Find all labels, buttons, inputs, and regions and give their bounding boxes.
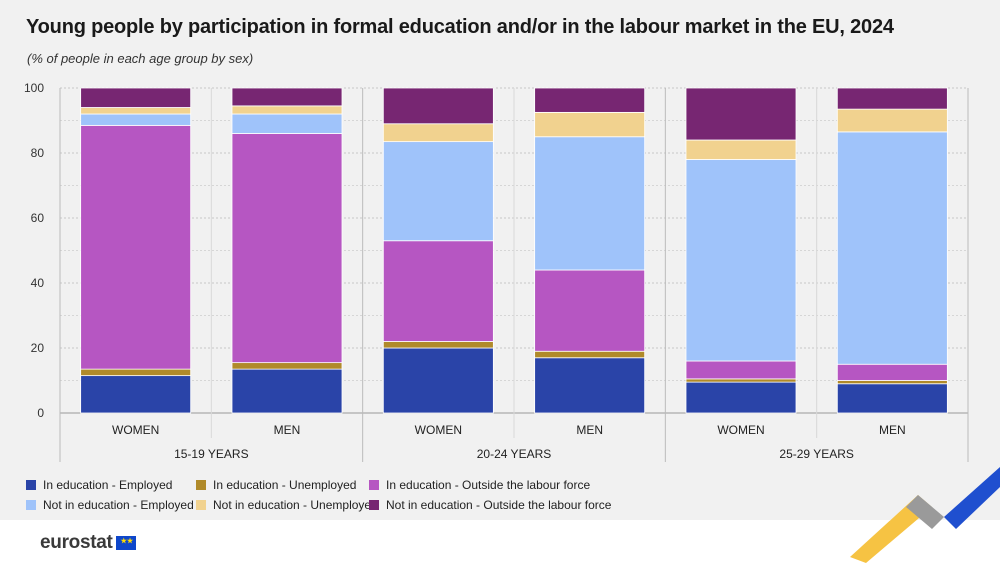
bar-segment [231,362,343,370]
bar-segment [836,108,948,133]
chart-subtitle: (% of people in each age group by sex) [27,51,254,66]
legend-label: In education - Employed [43,478,173,492]
legend-label: In education - Unemployed [213,478,357,492]
bar-segment [534,111,646,138]
bar-segment [836,380,948,385]
legend-label: Not in education - Outside the labour fo… [386,498,612,512]
bar-segment [80,368,192,377]
legend-swatch [26,500,36,510]
brand-name: eurostat [40,532,113,553]
legend-swatch [196,480,206,490]
legend-label: Not in education - Employed [43,498,194,512]
y-tick-label: 0 [37,406,44,420]
bar-segment [685,360,797,380]
bar-segment [382,141,494,242]
legend-label: In education - Outside the labour force [386,478,591,492]
bar-segment [231,133,343,364]
x-group-label: 15-19 YEARS [174,447,249,461]
legend-swatch [369,480,379,490]
bar-segment [80,107,192,115]
x-tick-label: WOMEN [112,423,159,437]
eurostat-decoration-icon [850,467,1000,563]
bar-segment [685,378,797,383]
bar-segment [534,350,646,359]
x-tick-label: MEN [274,423,301,437]
bar-segment [382,87,494,125]
bar-segment [836,87,948,110]
legend-swatch [196,500,206,510]
eu-flag-icon: ★★ [115,536,136,550]
legend-item: In education - Employed [26,478,172,492]
bar-segment [382,123,494,143]
bar-segment [231,113,343,134]
legend-item: Not in education - Employed [26,498,194,512]
bar-segment [231,105,343,115]
x-tick-label: MEN [576,423,603,437]
legend-label: Not in education - Unemployed [213,498,378,512]
legend-swatch [26,480,36,490]
legend-item: In education - Outside the labour force [369,478,590,492]
bar-segment [80,375,192,414]
bar-segment [836,363,948,381]
bar-segment [382,347,494,414]
x-tick-label: MEN [879,423,906,437]
footer [0,520,1000,563]
bar-segment [80,124,192,370]
legend-item: Not in education - Outside the labour fo… [369,498,611,512]
bar-segment [534,269,646,352]
bar-segment [534,136,646,271]
chart-title: Young people by participation in formal … [26,16,894,38]
y-tick-label: 80 [31,146,45,160]
bar-segment [685,87,797,141]
bar-segment [80,87,192,108]
bar-segment [231,87,343,107]
y-tick-label: 60 [31,211,45,225]
eurostat-logo: eurostat ★★ [40,532,136,554]
legend-swatch [369,500,379,510]
x-tick-label: WOMEN [717,423,764,437]
bar-segment [836,131,948,365]
stacked-bar-chart: 0 20 40 60 80 100 WOMEN MEN WOMEN MEN WOMEN MEN 15-1… [24,81,969,462]
legend-item: In education - Unemployed [196,478,356,492]
legend-item: Not in education - Unemployed [196,498,378,512]
y-tick-label: 40 [31,276,45,290]
x-group-label: 25-29 YEARS [779,447,854,461]
bar-segment [231,368,343,414]
bar-segment [534,87,646,113]
bar-segment [534,357,646,414]
bar-segment [382,240,494,342]
x-tick-label: WOMEN [415,423,462,437]
bar-segment [685,139,797,160]
x-group-label: 20-24 YEARS [477,447,552,461]
bar-segment [836,383,948,414]
y-tick-label: 100 [24,81,44,95]
bar-segment [382,341,494,349]
bar-segment [685,381,797,414]
bar-segment [80,113,192,126]
y-tick-label: 20 [31,341,45,355]
bar-segment [685,159,797,362]
